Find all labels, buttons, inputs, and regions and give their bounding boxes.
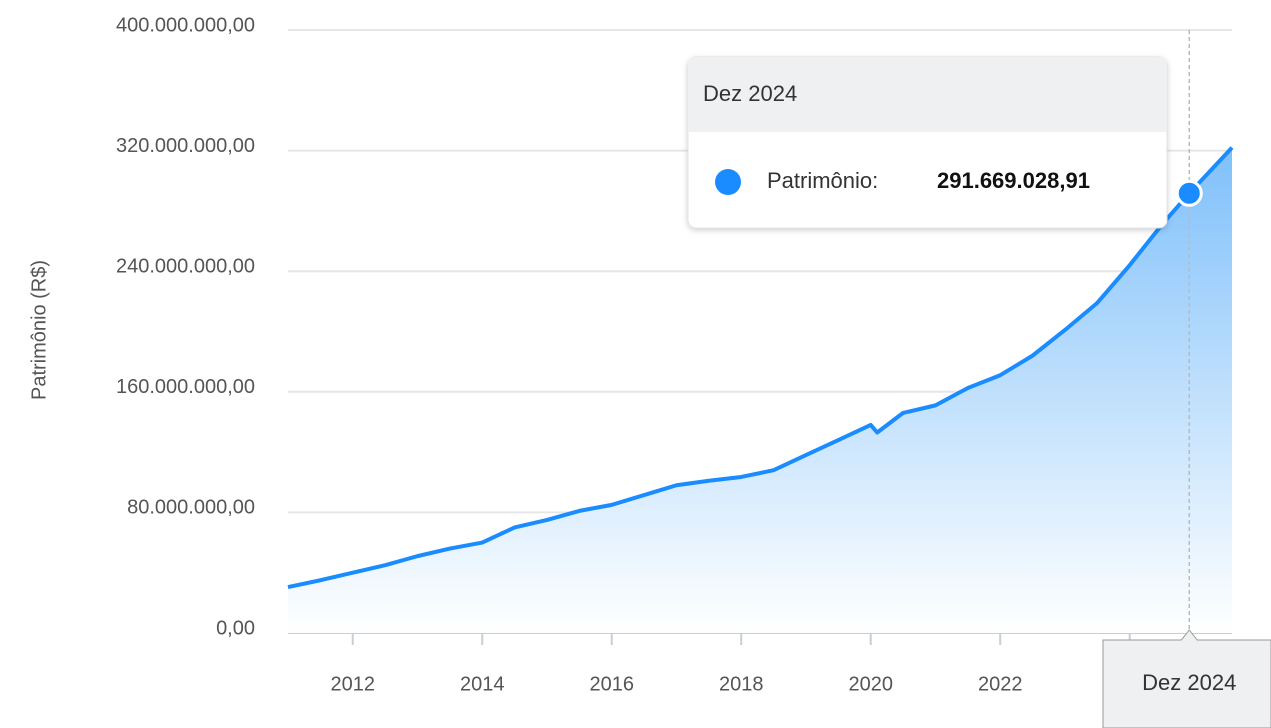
area (288, 147, 1232, 633)
tooltip-legend-dot (715, 169, 741, 195)
tooltip-series-name: Patrimônio: (767, 168, 878, 193)
crosshair-label: Dez 2024 (1142, 670, 1236, 695)
y-tick-label: 240.000.000,00 (116, 255, 255, 277)
x-tick-label: 2016 (589, 673, 634, 695)
x-tick-label: 2022 (978, 673, 1023, 695)
tooltip-value: 291.669.028,91 (937, 168, 1090, 193)
y-tick-label: 80.000.000,00 (127, 497, 255, 519)
x-tick-label: 2018 (719, 673, 764, 695)
tooltip-header (688, 57, 1167, 132)
y-tick-label: 320.000.000,00 (116, 135, 255, 157)
line (287, 146, 1234, 589)
x-tick-label: 2012 (330, 673, 375, 695)
tooltip-title: Dez 2024 (703, 81, 797, 106)
x-tick-label: 2020 (848, 673, 893, 695)
y-tick-label: 160.000.000,00 (116, 376, 255, 398)
highlight-point (1175, 179, 1203, 207)
crosshair-label-box (1102, 629, 1271, 728)
y-axis-label: Patrimônio (R$) (28, 260, 50, 400)
y-tick-label: 0,00 (216, 617, 255, 639)
x-tick-label: 2014 (460, 673, 505, 695)
y-tick-label: 400.000.000,00 (116, 14, 255, 36)
